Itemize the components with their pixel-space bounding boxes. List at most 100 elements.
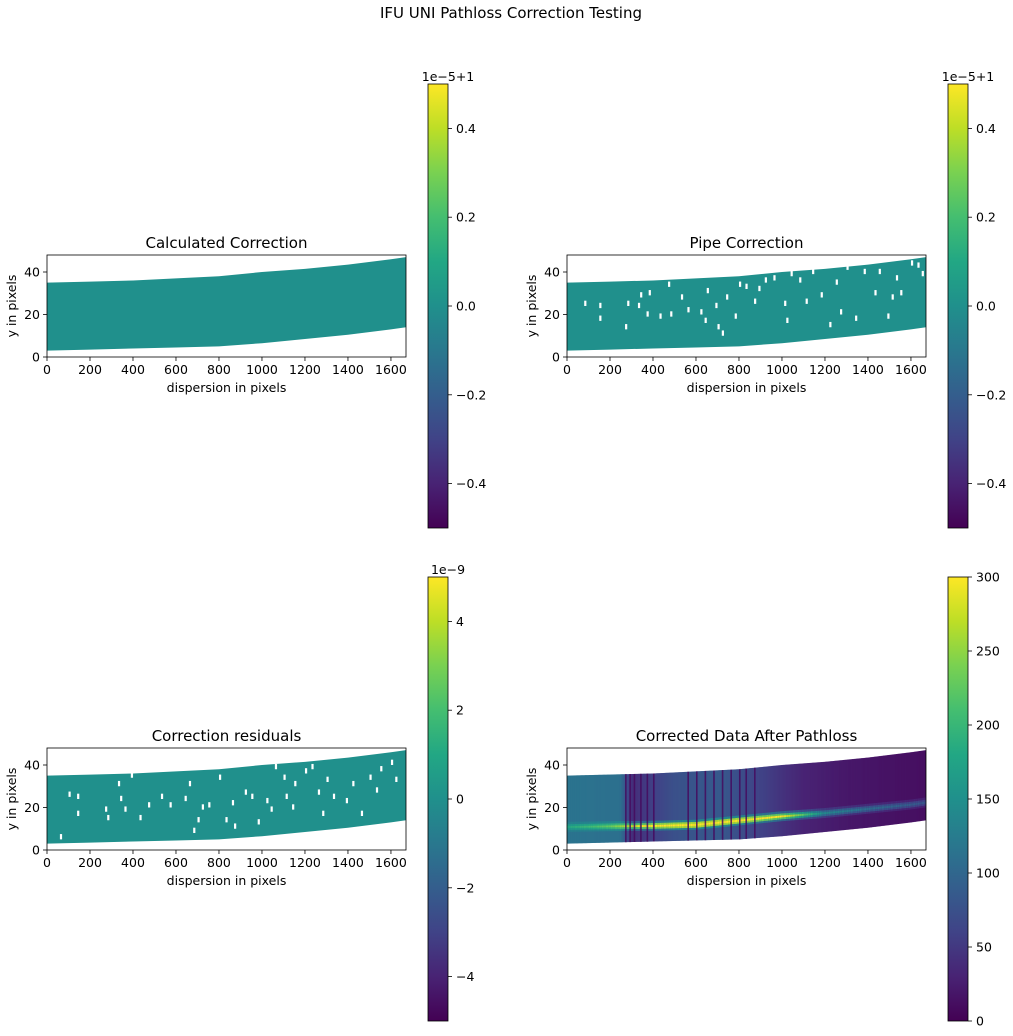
data-column bbox=[579, 775, 582, 844]
trace-cell bbox=[861, 806, 863, 809]
trace-cell bbox=[823, 808, 826, 811]
data-column bbox=[626, 774, 629, 843]
data-column bbox=[813, 762, 816, 834]
trace-cell bbox=[577, 825, 580, 828]
trace-cell bbox=[831, 807, 834, 810]
trace-cell bbox=[876, 806, 879, 810]
trace-cell bbox=[868, 809, 871, 812]
trace-cell bbox=[800, 817, 803, 820]
x-axis-label: dispersion in pixels bbox=[167, 873, 287, 888]
trace-cell bbox=[792, 816, 795, 819]
trace-cell bbox=[649, 820, 652, 824]
trace-cell bbox=[803, 811, 805, 814]
trace-cell bbox=[579, 825, 582, 828]
trace-cell bbox=[916, 798, 919, 801]
trace-cell bbox=[849, 811, 852, 814]
colorbar-tick-label: 200 bbox=[976, 718, 1000, 733]
masked-pixel bbox=[292, 804, 295, 810]
trace-cell bbox=[818, 812, 821, 815]
trace-cell bbox=[658, 826, 661, 829]
trace-cell bbox=[724, 818, 727, 822]
trace-cell bbox=[852, 805, 854, 808]
trace-cell bbox=[912, 803, 915, 806]
trace-cell bbox=[728, 824, 731, 827]
data-column bbox=[583, 775, 586, 844]
masked-pixel bbox=[670, 311, 673, 317]
trace-cell bbox=[777, 815, 780, 818]
trace-cell bbox=[775, 817, 778, 820]
dark-column bbox=[646, 773, 649, 842]
trace-cell bbox=[868, 803, 871, 806]
data-column bbox=[707, 770, 710, 841]
x-tick-label: 200 bbox=[598, 362, 622, 377]
trace-cell bbox=[662, 828, 665, 831]
trace-cell bbox=[668, 824, 671, 827]
trace-cell bbox=[899, 804, 902, 807]
trace-cell bbox=[585, 827, 587, 830]
trace-cell bbox=[668, 820, 671, 823]
trace-cell bbox=[683, 820, 685, 823]
data-column bbox=[734, 769, 737, 840]
trace-cell bbox=[792, 818, 795, 821]
trace-cell bbox=[881, 810, 884, 813]
trace-cell bbox=[612, 828, 615, 832]
trace-cell bbox=[795, 815, 798, 819]
trace-cell bbox=[576, 821, 578, 825]
trace-cell bbox=[697, 819, 700, 822]
masked-pixel bbox=[855, 315, 858, 321]
trace-cell bbox=[715, 821, 718, 824]
trace-cell bbox=[764, 812, 767, 816]
data-column bbox=[854, 758, 857, 829]
data-column bbox=[898, 753, 901, 824]
trace-cell bbox=[761, 818, 764, 822]
trace-cell bbox=[568, 825, 571, 828]
trace-cell bbox=[894, 802, 897, 806]
data-column bbox=[876, 756, 879, 827]
trace-cell bbox=[835, 812, 838, 815]
data-column bbox=[714, 770, 716, 840]
trace-cell bbox=[578, 829, 581, 832]
trace-cell bbox=[603, 823, 606, 826]
trace-cell bbox=[915, 804, 918, 807]
trace-cell bbox=[601, 821, 604, 824]
trace-cell bbox=[743, 816, 746, 820]
masked-pixel bbox=[734, 313, 737, 319]
trace-cell bbox=[734, 823, 737, 826]
trace-cell bbox=[675, 820, 678, 823]
trace-cell bbox=[826, 815, 829, 818]
masked-pixel bbox=[395, 776, 398, 782]
trace-cell bbox=[845, 807, 848, 811]
trace-cell bbox=[844, 811, 847, 815]
trace-cell bbox=[836, 812, 839, 815]
trace-cell bbox=[920, 803, 923, 807]
trace-cell bbox=[750, 818, 753, 821]
trace-cell bbox=[595, 827, 598, 830]
trace-cell bbox=[667, 820, 670, 823]
masked-pixel bbox=[599, 302, 602, 309]
trace-cell bbox=[888, 805, 891, 808]
trace-cell bbox=[808, 816, 811, 820]
trace-cell bbox=[747, 820, 750, 823]
trace-cell bbox=[779, 817, 782, 820]
trace-cell bbox=[668, 826, 671, 829]
data-column bbox=[850, 759, 853, 830]
data-column bbox=[792, 764, 795, 836]
trace-cell bbox=[711, 820, 714, 823]
trace-cell bbox=[717, 825, 720, 828]
masked-pixel bbox=[900, 290, 903, 296]
data-column bbox=[679, 772, 682, 841]
y-tick-label: 20 bbox=[544, 800, 560, 815]
data-column bbox=[755, 767, 758, 839]
trace-cell bbox=[604, 828, 607, 832]
trace-cell bbox=[711, 818, 714, 821]
trace-cell bbox=[814, 812, 817, 815]
trace-cell bbox=[685, 827, 688, 830]
trace-cell bbox=[710, 818, 713, 821]
figure-suptitle: IFU UNI Pathloss Correction Testing bbox=[380, 4, 642, 22]
data-column bbox=[600, 774, 603, 843]
trace-cell bbox=[883, 807, 885, 811]
trace-cell bbox=[921, 803, 924, 806]
panel-3: 0 200 400 600 800 1000 1200 1400 160002040Correc… bbox=[4, 562, 474, 1022]
trace-cell bbox=[578, 825, 581, 828]
dark-column bbox=[695, 771, 698, 841]
